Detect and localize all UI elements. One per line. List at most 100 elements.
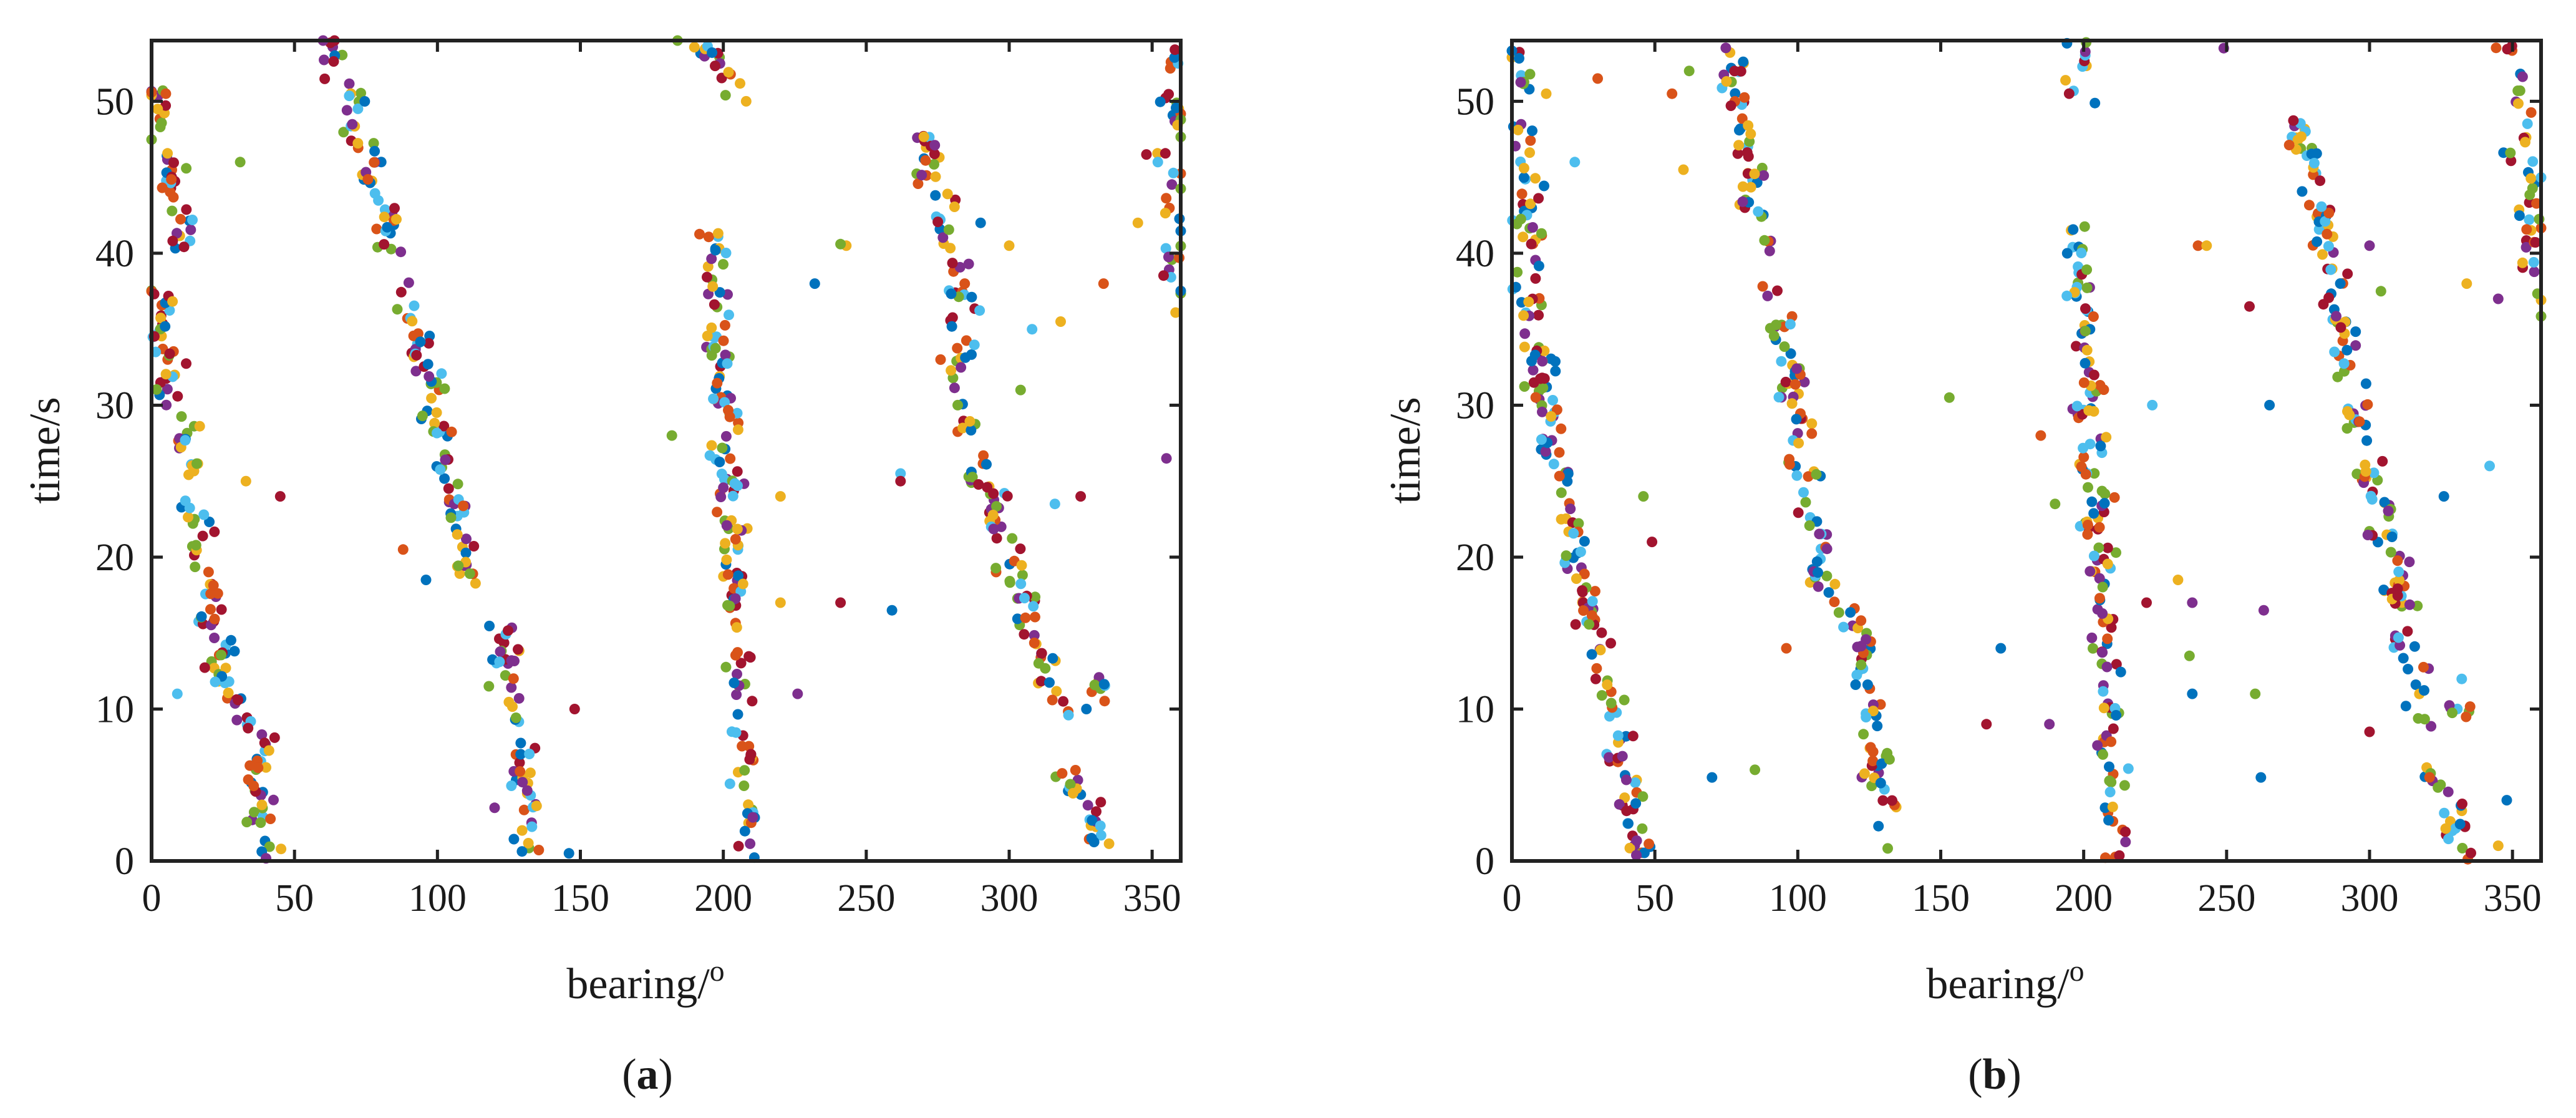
x-tick-label: 300 bbox=[2341, 877, 2399, 920]
scatter-point bbox=[1562, 476, 1573, 487]
scatter-point bbox=[706, 322, 717, 333]
scatter-point bbox=[2083, 405, 2094, 416]
scatter-point bbox=[1554, 470, 1565, 482]
scatter-point bbox=[937, 232, 949, 243]
scatter-point bbox=[2123, 763, 2134, 774]
y-tick-label: 10 bbox=[95, 688, 134, 731]
scatter-point bbox=[498, 637, 510, 648]
scatter-point bbox=[1528, 364, 1539, 376]
scatter-point bbox=[717, 442, 728, 454]
scatter-point bbox=[1012, 613, 1023, 625]
scatter-point bbox=[1081, 704, 1092, 714]
scatter-point bbox=[439, 383, 450, 394]
scatter-point bbox=[1152, 157, 1163, 168]
scatter-point bbox=[1515, 77, 1526, 88]
scatter-point bbox=[1798, 487, 1809, 498]
scatter-point bbox=[739, 825, 750, 837]
scatter-point bbox=[157, 182, 168, 193]
scatter-point bbox=[1732, 148, 1743, 159]
scatter-point bbox=[1539, 345, 1550, 356]
scatter-point bbox=[2099, 498, 2110, 509]
scatter-point bbox=[1058, 696, 1069, 707]
scatter-point bbox=[2466, 847, 2476, 858]
scatter-point bbox=[2329, 346, 2340, 357]
scatter-point bbox=[1524, 147, 1535, 158]
scatter-point bbox=[1051, 686, 1062, 697]
scatter-point bbox=[407, 316, 418, 327]
scatter-point bbox=[395, 246, 407, 258]
scatter-point bbox=[2531, 198, 2542, 209]
scatter-point bbox=[208, 580, 219, 591]
panel-letter-a: a bbox=[637, 1051, 659, 1099]
scatter-point bbox=[1806, 428, 1818, 439]
scatter-point bbox=[1161, 193, 1172, 204]
scatter-point bbox=[1579, 536, 1590, 547]
scatter-point bbox=[1518, 310, 1529, 321]
scatter-point bbox=[1537, 406, 1547, 417]
scatter-point bbox=[975, 217, 986, 228]
scatter-point bbox=[722, 569, 734, 580]
scatter-point bbox=[710, 343, 721, 354]
scatter-point bbox=[2484, 460, 2495, 472]
scatter-point bbox=[1524, 69, 1536, 80]
scatter-point bbox=[1800, 497, 1811, 508]
scatter-point bbox=[720, 430, 732, 442]
scatter-point bbox=[2378, 585, 2390, 595]
scatter-point bbox=[2491, 42, 2502, 54]
scatter-point bbox=[2524, 189, 2535, 200]
scatter-point bbox=[2524, 214, 2535, 225]
scatter-point bbox=[963, 258, 974, 270]
scatter-point bbox=[930, 171, 941, 182]
scatter-point bbox=[1791, 470, 1803, 481]
scatter-point bbox=[563, 848, 574, 859]
scatter-point bbox=[2354, 416, 2365, 427]
scatter-point bbox=[2403, 664, 2414, 674]
scatter-point bbox=[464, 568, 475, 579]
scatter-point bbox=[2325, 264, 2336, 275]
scatter-point bbox=[703, 231, 714, 243]
scatter-point bbox=[2404, 557, 2415, 568]
scatter-point bbox=[835, 238, 846, 250]
scatter-point bbox=[1546, 411, 1557, 422]
scatter-point bbox=[2383, 505, 2394, 517]
scatter-point bbox=[1772, 285, 1783, 296]
scatter-point bbox=[2331, 311, 2341, 322]
scatter-point bbox=[1047, 653, 1058, 664]
scatter-point bbox=[2283, 140, 2295, 150]
scatter-point bbox=[2120, 826, 2131, 837]
scatter-point bbox=[276, 843, 287, 855]
x-tick-label: 250 bbox=[837, 877, 895, 920]
scatter-point bbox=[1858, 729, 1869, 740]
scatter-point bbox=[1028, 601, 1039, 612]
scatter-point bbox=[1132, 217, 1143, 228]
scatter-point bbox=[525, 767, 536, 779]
scatter-point bbox=[2439, 807, 2450, 819]
scatter-point bbox=[775, 597, 786, 608]
scatter-point bbox=[514, 757, 525, 768]
scatter-point bbox=[2525, 107, 2537, 118]
scatter-point bbox=[1518, 163, 1529, 173]
x-ticks-b: 0 50 100 150 200 250 300 350 bbox=[1503, 41, 2542, 920]
scatter-point bbox=[735, 78, 745, 89]
scatter-point bbox=[223, 688, 234, 699]
scatter-point bbox=[2350, 340, 2361, 351]
scatter-point bbox=[1002, 490, 1013, 502]
scatter-point bbox=[1529, 349, 1541, 361]
scatter-point bbox=[1612, 730, 1624, 741]
scatter-point bbox=[417, 411, 428, 422]
scatter-point bbox=[2393, 566, 2404, 577]
scatter-point bbox=[1791, 414, 1802, 425]
scatter-point bbox=[945, 243, 956, 254]
scatter-point bbox=[1803, 471, 1814, 482]
scatter-point bbox=[702, 331, 713, 341]
scatter-point bbox=[510, 712, 521, 723]
scatter-point bbox=[949, 382, 960, 394]
scatter-point bbox=[403, 277, 414, 288]
scatter-point bbox=[155, 122, 166, 132]
scatter-point bbox=[743, 651, 755, 662]
scatter-point bbox=[164, 348, 175, 359]
scatter-point bbox=[168, 192, 179, 203]
scatter-point bbox=[916, 170, 927, 181]
scatter-point bbox=[1533, 193, 1544, 204]
scatter-point bbox=[2035, 430, 2046, 441]
